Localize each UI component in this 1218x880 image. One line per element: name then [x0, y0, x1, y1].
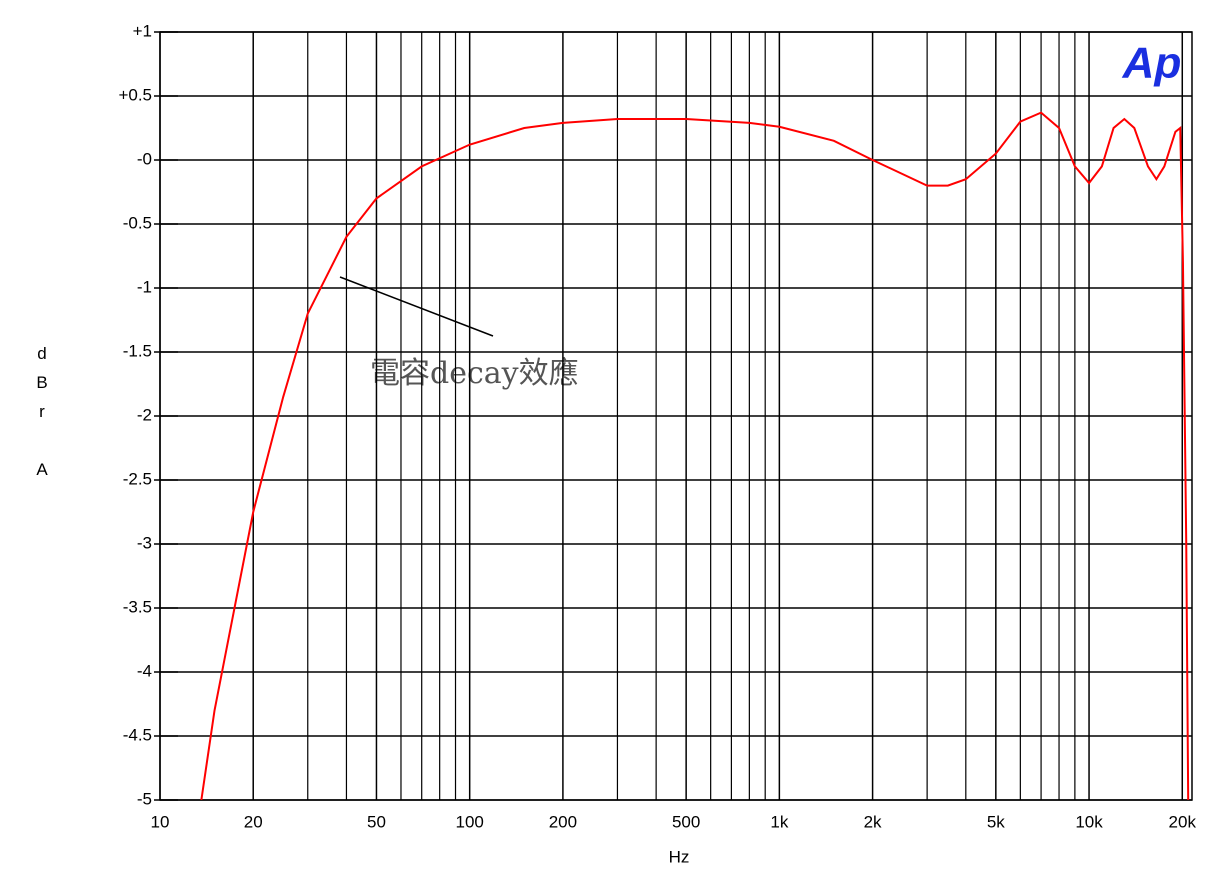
- x-tick-label: 1k: [770, 812, 788, 831]
- x-tick-label: 20k: [1169, 812, 1197, 831]
- x-tick-label: 100: [455, 812, 483, 831]
- y-tick-label: +0.5: [118, 85, 152, 104]
- x-tick-label: 20: [244, 812, 263, 831]
- y-tick-label: -0.5: [123, 213, 152, 232]
- y-tick-label: -2: [137, 405, 152, 424]
- x-tick-label: 500: [672, 812, 700, 831]
- x-tick-label: 5k: [987, 812, 1005, 831]
- y-tick-label: -1: [137, 277, 152, 296]
- x-axis-label: Hz: [669, 847, 690, 866]
- x-tick-label: 200: [549, 812, 577, 831]
- x-tick-label: 50: [367, 812, 386, 831]
- x-tick-label: 2k: [864, 812, 882, 831]
- y-tick-label: -1.5: [123, 341, 152, 360]
- plot-area: [200, 111, 1190, 800]
- y-tick-label: -3.5: [123, 597, 152, 616]
- plot-frame: [159, 31, 1193, 801]
- annotation-pointer: [339, 276, 494, 337]
- annotation: 電容decay效應: [370, 356, 579, 391]
- y-tick-label: -0: [137, 149, 152, 168]
- y-tick-label: -4.5: [123, 725, 152, 744]
- line-series: [200, 111, 1190, 800]
- y-tick-label: -3: [137, 533, 152, 552]
- x-tick-label: 10: [151, 812, 170, 831]
- x-tick-label: 10k: [1075, 812, 1103, 831]
- y-tick-label: +1: [133, 21, 152, 40]
- logo: Ap: [1122, 39, 1182, 88]
- y-tick-label: -2.5: [123, 469, 152, 488]
- y-tick-label: -4: [137, 661, 152, 680]
- y-tick-label: -5: [137, 789, 152, 808]
